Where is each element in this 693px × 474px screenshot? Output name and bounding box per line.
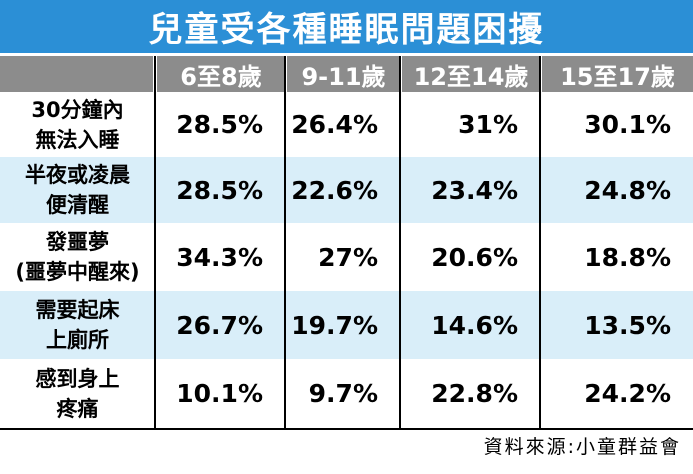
title: 兒童受各種睡眠問題困擾 xyxy=(0,0,693,53)
cell: 30.1% xyxy=(584,110,671,139)
rule xyxy=(0,428,693,430)
cell: 23.4% xyxy=(431,175,518,205)
column-rule xyxy=(284,56,286,428)
row-label-line: 半夜或凌晨 xyxy=(25,163,130,187)
column-header: 15至17歲 xyxy=(542,56,693,92)
cell: 24.2% xyxy=(584,379,671,408)
column-rule xyxy=(399,56,401,428)
row-label-line: (噩夢中醒來) xyxy=(15,260,140,284)
cell: 13.5% xyxy=(584,310,671,340)
row-label-line: 30分鐘內 xyxy=(31,97,124,122)
row-bg xyxy=(0,223,693,291)
cell: 22.6% xyxy=(291,175,378,205)
row-bg xyxy=(0,92,693,157)
cell: 22.8% xyxy=(431,379,518,408)
row-label-line: 感到身上 xyxy=(35,366,120,391)
row-label: 需要起床 上廁所 xyxy=(0,291,155,359)
row-bg xyxy=(0,359,693,428)
cell: 20.6% xyxy=(431,242,518,272)
cell: 9.7% xyxy=(308,379,378,408)
row-label-line: 疼痛 xyxy=(56,396,99,421)
row-label: 發噩夢 (噩夢中醒來) xyxy=(0,223,155,291)
row-label: 30分鐘內無法入睡 xyxy=(0,92,155,157)
cell: 18.8% xyxy=(584,242,671,272)
column-header: 9-11歲 xyxy=(287,56,400,92)
row-label: 感到身上 疼痛 xyxy=(0,359,155,428)
row-bg xyxy=(0,291,693,359)
cell: 34.3% xyxy=(176,242,263,272)
row-bg xyxy=(0,157,693,223)
row-label-line: 上廁所 xyxy=(46,328,109,352)
cell: 26.7% xyxy=(176,310,263,340)
row-label-line: 無法入睡 xyxy=(35,127,120,152)
cell: 10.1% xyxy=(176,379,263,408)
cell: 26.4% xyxy=(291,110,378,139)
row-label: 半夜或凌晨 便清醒 xyxy=(0,157,155,223)
cell: 14.6% xyxy=(431,310,518,340)
source: 資料來源:小童群益會 xyxy=(483,436,681,458)
cell: 31% xyxy=(458,110,518,139)
row-label-line: 便清醒 xyxy=(46,193,109,217)
cell: 28.5% xyxy=(176,110,263,139)
cell: 28.5% xyxy=(176,175,263,205)
column-header: 6至8歲 xyxy=(157,56,285,92)
column-header: 12至14歲 xyxy=(402,56,540,92)
column-rule xyxy=(154,56,156,428)
header-blank xyxy=(0,56,153,92)
cell: 24.8% xyxy=(584,175,671,205)
cell: 19.7% xyxy=(291,310,378,340)
cell: 27% xyxy=(318,242,378,272)
column-rule xyxy=(539,56,541,428)
row-label-line: 需要起床 xyxy=(35,298,120,322)
row-label-line: 發噩夢 xyxy=(46,230,109,254)
